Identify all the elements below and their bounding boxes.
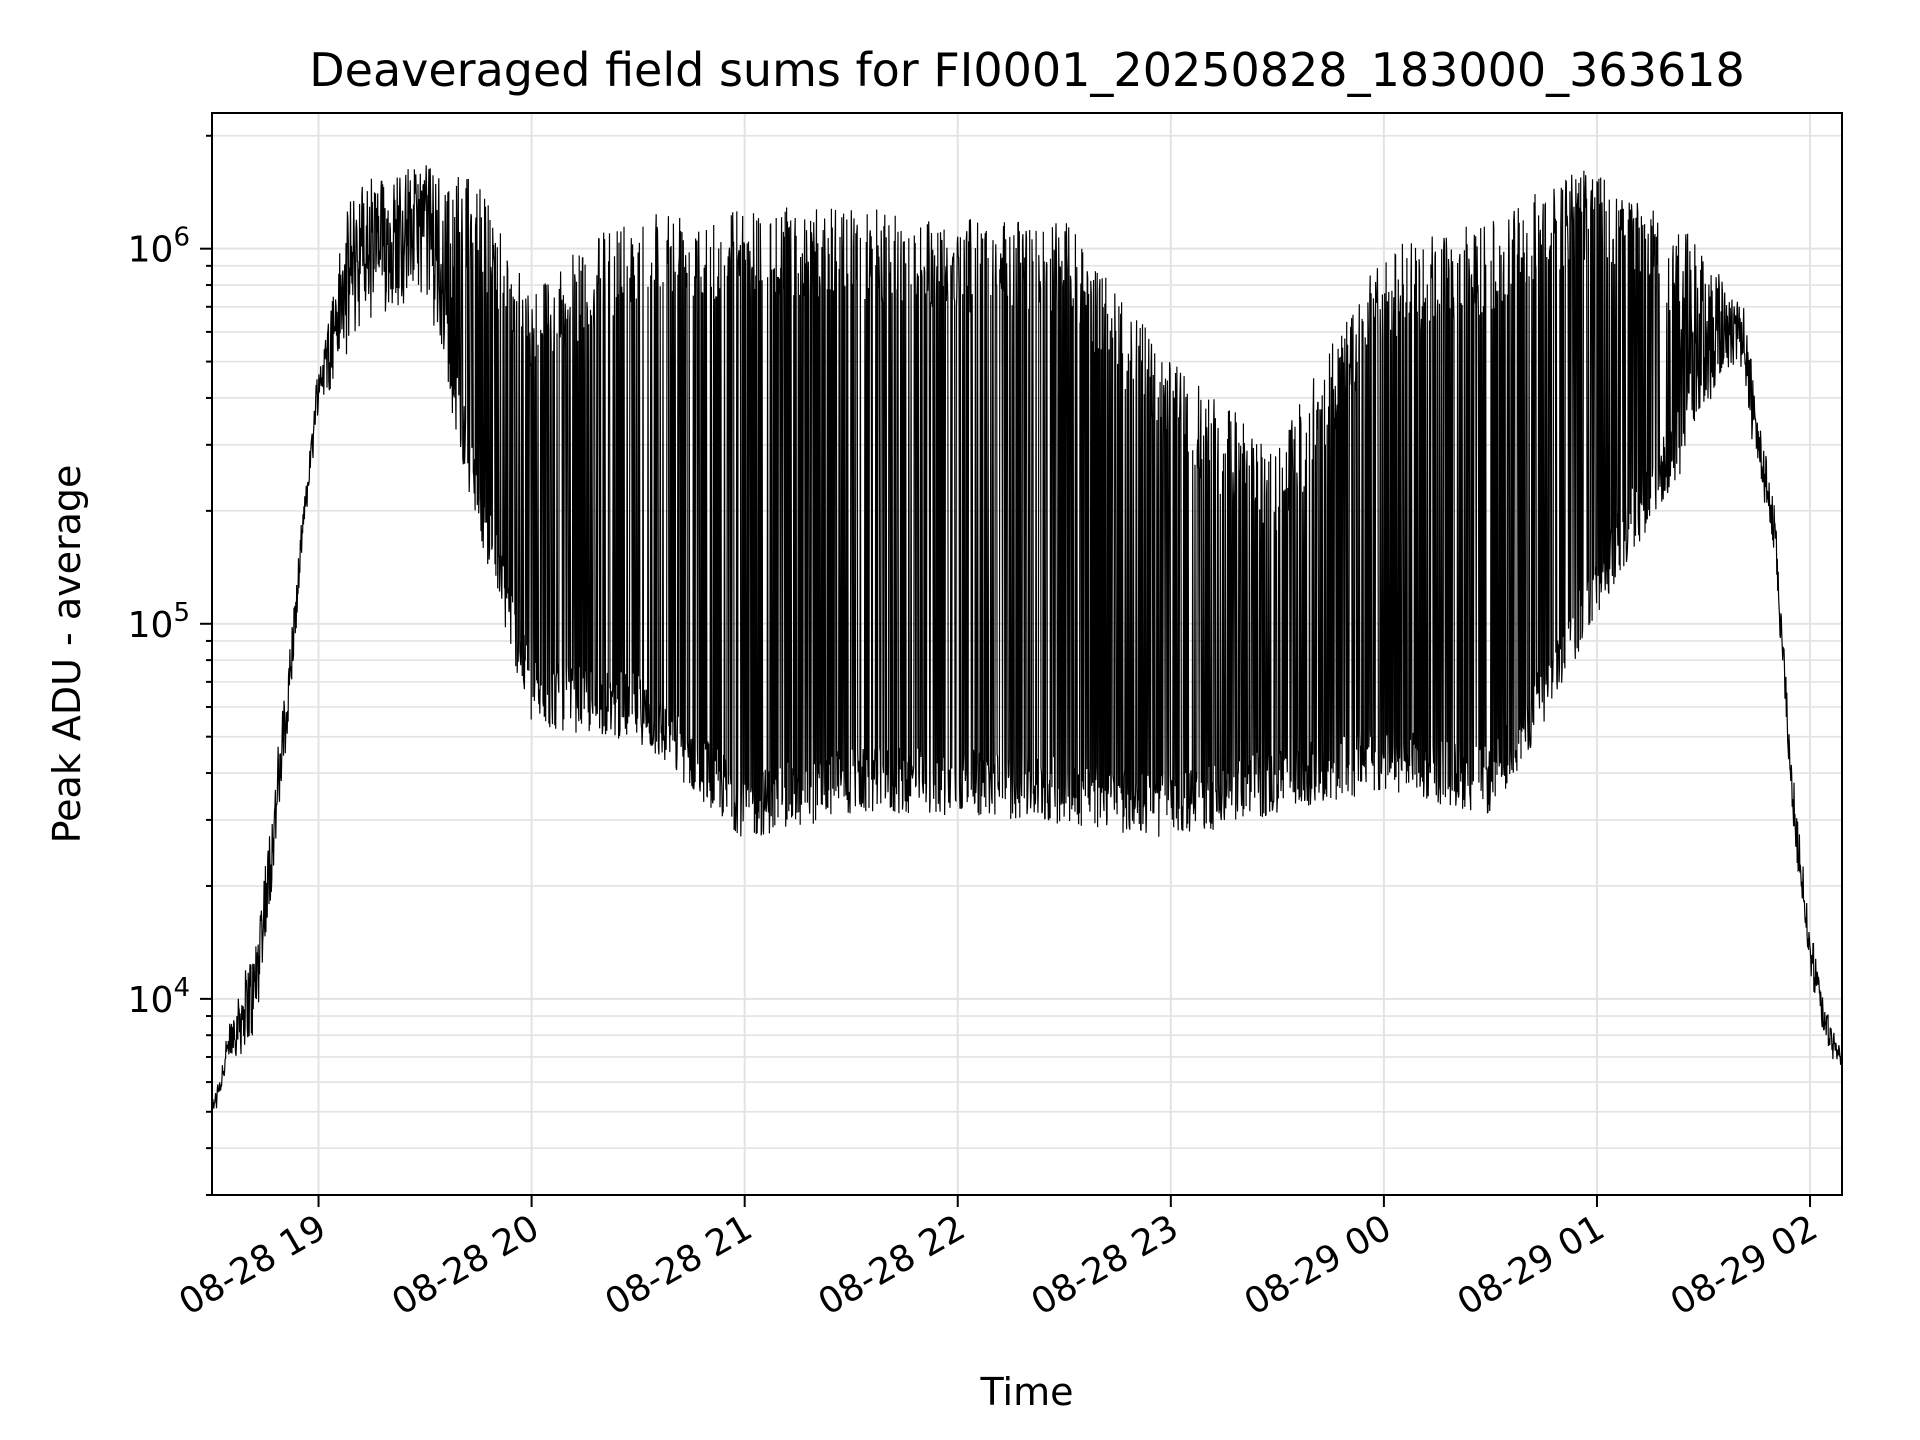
x-axis-label: Time xyxy=(980,1370,1074,1414)
chart-title: Deaveraged field sums for FI0001_2025082… xyxy=(309,43,1745,97)
plot-frame xyxy=(211,112,1843,1196)
series-line xyxy=(212,165,1842,1113)
y-tick-label: 104 xyxy=(128,973,190,1021)
y-tick-label: 106 xyxy=(128,223,190,271)
y-axis-label: Peak ADU - average xyxy=(45,465,89,844)
y-axis: 104 105 106 xyxy=(128,134,212,1196)
y-tick-label: 105 xyxy=(128,598,190,646)
